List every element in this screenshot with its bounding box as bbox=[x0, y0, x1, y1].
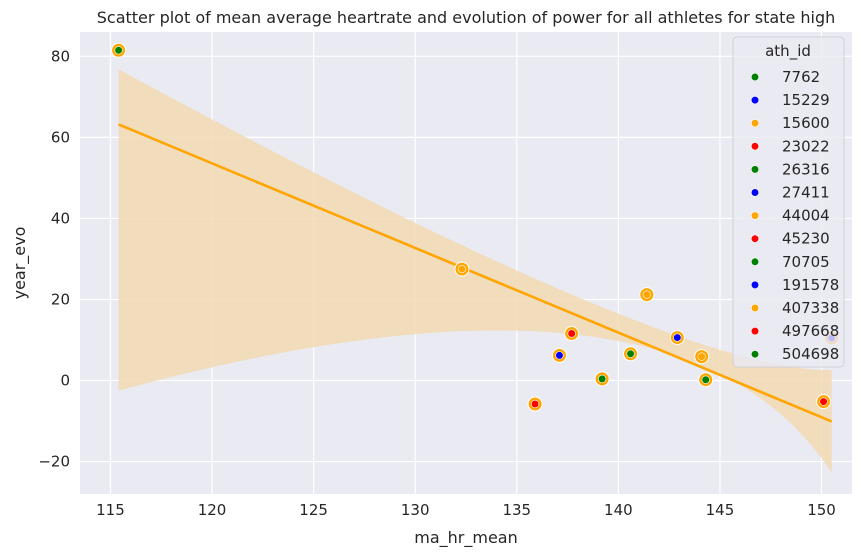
y-tick-label: 60 bbox=[51, 128, 70, 146]
x-tick-label: 130 bbox=[401, 501, 430, 519]
data-point-15600 bbox=[457, 264, 467, 274]
legend-marker bbox=[750, 303, 760, 313]
legend-marker bbox=[750, 257, 760, 266]
x-tick-label: 145 bbox=[706, 501, 735, 519]
legend: ath_id 7762 15229 15600 23022 26316 27411 4400… bbox=[732, 36, 845, 368]
y-tick-label: 80 bbox=[51, 47, 70, 65]
data-point-15600 bbox=[697, 352, 706, 361]
legend-marker bbox=[750, 142, 760, 151]
data-point-26316 bbox=[626, 349, 635, 358]
data-point-45230 bbox=[567, 329, 576, 338]
x-tick-label: 135 bbox=[502, 501, 531, 519]
legend-label: 15229 bbox=[782, 91, 830, 109]
legend-label: 27411 bbox=[782, 184, 830, 202]
data-point-7762 bbox=[114, 46, 123, 55]
x-tick-label: 125 bbox=[299, 501, 328, 519]
legend-label: 23022 bbox=[782, 137, 830, 155]
legend-marker bbox=[750, 72, 760, 82]
y-tick-label: 0 bbox=[60, 372, 70, 390]
y-tick-label: 20 bbox=[51, 290, 70, 308]
data-point-15229 bbox=[555, 351, 564, 360]
data-point-27411 bbox=[673, 333, 682, 342]
data-point-15600 bbox=[642, 290, 651, 299]
legend-label: 7762 bbox=[782, 68, 820, 86]
y-tick-label: 40 bbox=[51, 209, 70, 227]
legend-label: 15600 bbox=[782, 114, 830, 132]
data-point-497668 bbox=[819, 397, 828, 406]
legend-marker bbox=[750, 327, 760, 336]
data-points bbox=[111, 42, 840, 412]
x-tick-label: 150 bbox=[807, 501, 836, 519]
regression-line bbox=[118, 123, 833, 423]
legend-label: 45230 bbox=[782, 230, 830, 248]
x-tick-label: 140 bbox=[604, 501, 633, 519]
legend-label: 191578 bbox=[782, 276, 839, 294]
legend-marker bbox=[750, 119, 760, 128]
legend-marker bbox=[750, 280, 760, 290]
legend-title: ath_id bbox=[765, 42, 811, 61]
x-tick-label: 115 bbox=[96, 501, 125, 519]
legend-items: 7762 15229 15600 23022 26316 27411 44004 45230 7… bbox=[750, 68, 839, 363]
confidence-band bbox=[118, 69, 832, 473]
legend-label: 497668 bbox=[782, 322, 839, 340]
x-tick-label: 120 bbox=[198, 501, 227, 519]
legend-marker bbox=[750, 95, 760, 105]
legend-label: 44004 bbox=[782, 207, 830, 225]
y-tick-labels: −20 0 20 40 60 80 bbox=[38, 47, 70, 470]
x-tick-labels: 115 120 125 130 135 140 145 150 bbox=[96, 501, 836, 519]
x-axis-label: ma_hr_mean bbox=[414, 528, 517, 548]
legend-label: 70705 bbox=[782, 253, 830, 271]
data-point-70705 bbox=[598, 374, 607, 384]
legend-marker bbox=[750, 188, 760, 197]
legend-box bbox=[732, 36, 845, 368]
legend-marker bbox=[750, 211, 760, 220]
data-point-504698 bbox=[701, 375, 710, 384]
legend-label: 26316 bbox=[782, 160, 830, 178]
legend-marker bbox=[750, 350, 760, 359]
legend-marker bbox=[750, 234, 760, 243]
legend-label: 504698 bbox=[782, 345, 839, 363]
chart-title: Scatter plot of mean average heartrate a… bbox=[97, 8, 836, 27]
y-tick-label: −20 bbox=[38, 453, 70, 471]
legend-marker bbox=[750, 165, 760, 174]
legend-label: 407338 bbox=[782, 299, 839, 317]
y-axis-label: year_evo bbox=[10, 227, 30, 300]
data-point-23022 bbox=[530, 399, 540, 409]
